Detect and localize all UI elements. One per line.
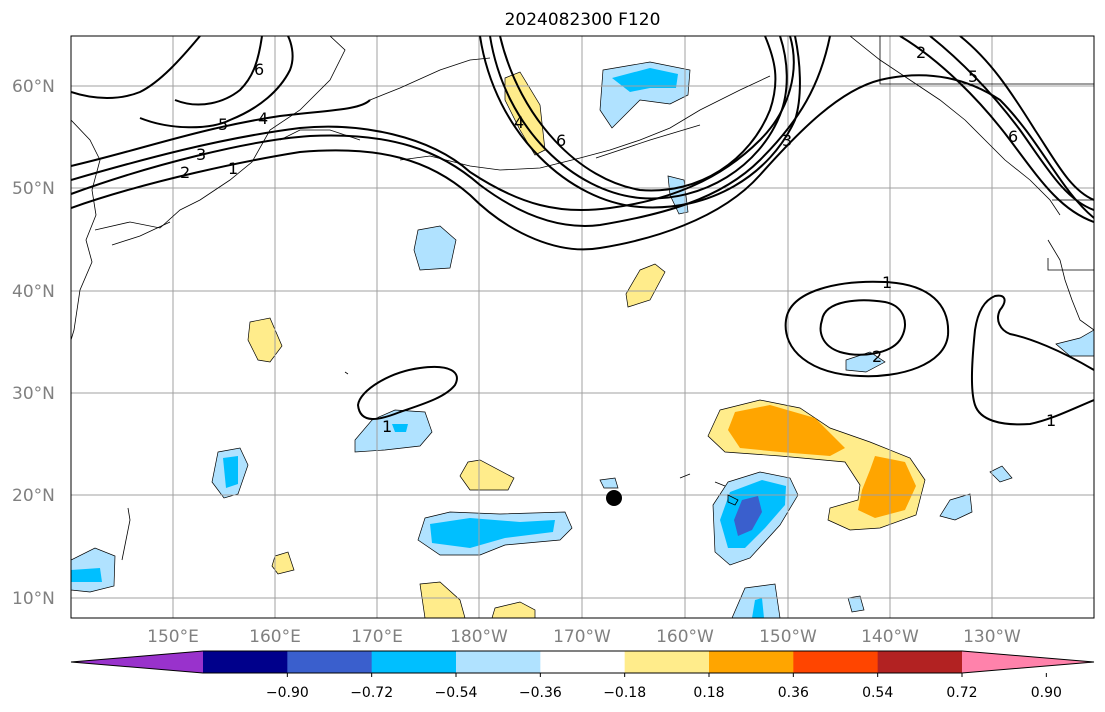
shade-blue	[392, 424, 408, 432]
colorbar-tick-label: −0.72	[350, 685, 393, 701]
plot-frame	[70, 35, 1095, 619]
contour-labels: 6 5 4 3 2 1 4 6 3 2 5 6 1 2 1 1	[180, 43, 1056, 436]
contour-label: 2	[916, 43, 926, 62]
lat-label: 50°N	[12, 179, 55, 199]
lon-label: 140°W	[861, 627, 919, 647]
contour-label: 2	[872, 347, 882, 366]
shade-blue	[223, 456, 238, 488]
contour-label: 3	[782, 131, 792, 150]
contour-label: 4	[514, 113, 524, 132]
lon-label: 170°E	[351, 627, 403, 647]
shade-orange	[728, 405, 845, 456]
contour-label: 2	[180, 163, 190, 182]
lon-labels: 150°E 160°E 170°E 180°W 170°W 160°W 150°…	[147, 627, 1021, 647]
colorbar-tick-label: −0.36	[519, 685, 562, 701]
shade-yellow	[491, 601, 536, 618]
shade-blue	[752, 598, 764, 618]
lon-label: 150°W	[759, 627, 817, 647]
lon-label: 170°W	[553, 627, 611, 647]
colorbar-swatch	[877, 651, 963, 673]
lat-label: 30°N	[12, 384, 55, 404]
colorbar-outline	[70, 650, 1095, 674]
shade-blue-light	[1055, 329, 1094, 357]
colorbar-swatch	[371, 651, 457, 673]
lon-label: 160°E	[249, 627, 301, 647]
contour-label: 5	[968, 67, 978, 86]
lat-labels: 60°N 50°N 40°N 30°N 20°N 10°N	[12, 77, 55, 609]
shade-blue-light	[413, 225, 457, 271]
lat-label: 10°N	[12, 589, 55, 609]
contour-label: 5	[218, 115, 228, 134]
colorbar-tick-label: 0.90	[1031, 685, 1062, 701]
lon-label: 160°W	[656, 627, 714, 647]
shade-yellow	[504, 71, 546, 156]
colorbar-extend-low	[71, 651, 203, 673]
lat-label: 20°N	[12, 486, 55, 506]
contours	[71, 36, 1094, 426]
contour-label: 1	[1046, 411, 1056, 430]
colorbar-swatch	[287, 651, 373, 673]
contour-label: 3	[196, 145, 206, 164]
contour-label: 6	[556, 131, 566, 150]
contour-label: 6	[254, 60, 264, 79]
colorbar-tick-label: −0.90	[266, 685, 309, 701]
contour-label: 4	[258, 109, 268, 128]
shade-yellow	[247, 317, 283, 363]
contour-label: 1	[882, 273, 892, 292]
colorbar-swatch	[203, 651, 288, 673]
lon-label: 130°W	[963, 627, 1021, 647]
shade-blue-med	[734, 496, 762, 536]
colorbar-swatch	[540, 651, 626, 673]
lat-label: 40°N	[12, 282, 55, 302]
colorbar: −0.90 −0.72 −0.54 −0.36 −0.18 0.18 0.36 0.54 0.7…	[70, 650, 1095, 701]
contour-label: 1	[228, 159, 238, 178]
colorbar-swatch	[793, 651, 879, 673]
colorbar-extend-high	[962, 651, 1094, 673]
shade-blue-light	[989, 465, 1013, 483]
colorbar-swatch	[456, 651, 541, 673]
coastlines	[71, 36, 1094, 561]
colorbar-swatch	[709, 651, 794, 673]
shade-yellow	[459, 459, 515, 491]
lon-label: 180°W	[450, 627, 508, 647]
lat-label: 60°N	[12, 77, 55, 97]
shade-orange	[858, 456, 916, 518]
shade-blue	[430, 518, 555, 548]
map-title: 2024082300 F120	[504, 10, 661, 30]
shade-blue	[71, 568, 102, 582]
location-marker-icon	[606, 490, 622, 506]
shade-blue-light	[599, 477, 619, 489]
contour-label: 6	[1008, 127, 1018, 146]
contour-label: 1	[382, 417, 392, 436]
colorbar-tick-label: 0.72	[946, 685, 977, 701]
shade-yellow	[271, 551, 295, 575]
colorbar-tick-label: −0.54	[435, 685, 478, 701]
colorbar-tick-label: 0.54	[862, 685, 893, 701]
shade-blue-light	[845, 351, 886, 373]
shaded-field	[71, 61, 1094, 618]
shade-yellow	[419, 581, 466, 618]
lon-label: 150°E	[147, 627, 199, 647]
colorbar-tick-label: −0.18	[603, 685, 646, 701]
colorbar-tick-label: 0.18	[693, 685, 724, 701]
shade-yellow	[625, 263, 666, 308]
colorbar-swatch	[624, 651, 710, 673]
shade-blue-light	[847, 595, 865, 613]
colorbar-tick-label: 0.36	[778, 685, 809, 701]
